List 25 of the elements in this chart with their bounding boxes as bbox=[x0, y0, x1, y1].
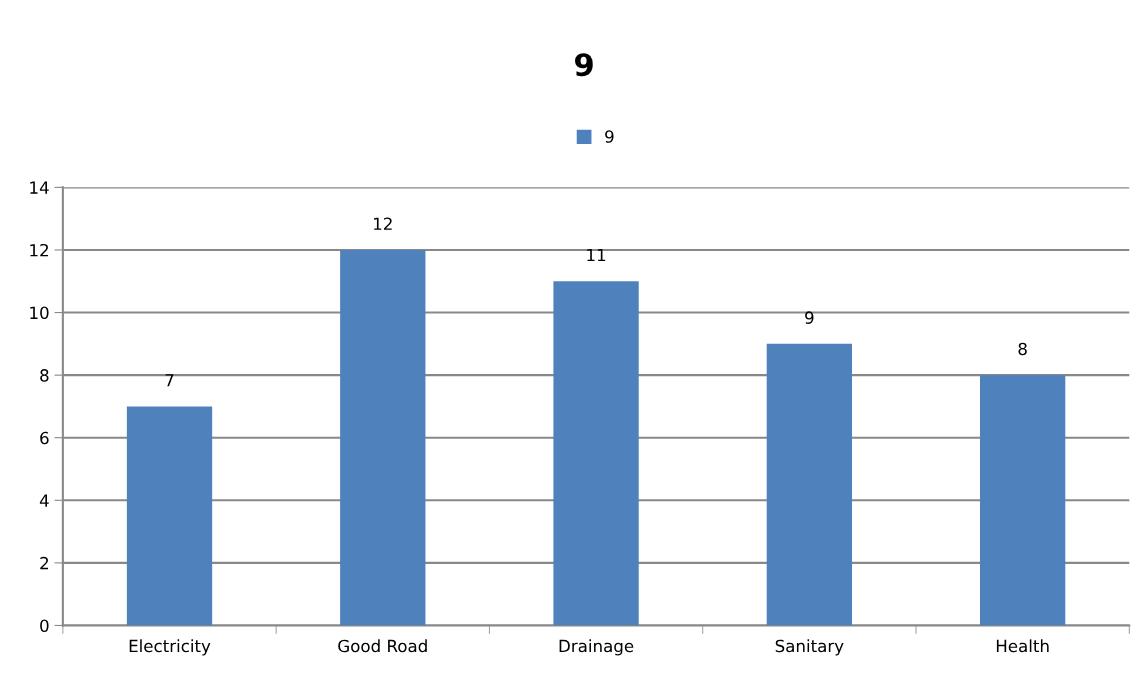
data-label: 9 bbox=[805, 311, 814, 324]
data-label: 12 bbox=[374, 217, 392, 230]
y-tick-label: 10 bbox=[30, 306, 49, 320]
bar bbox=[766, 343, 853, 626]
bar bbox=[553, 281, 639, 626]
y-tick-label: 0 bbox=[40, 619, 49, 633]
y-tick-label: 8 bbox=[40, 369, 49, 382]
y-tick-label: 2 bbox=[40, 556, 48, 570]
y-tick-label: 4 bbox=[39, 494, 49, 507]
data-label: 8 bbox=[1018, 342, 1027, 356]
x-tick-label: Health bbox=[996, 639, 1049, 653]
bar bbox=[126, 406, 213, 626]
x-tick-label: Drainage bbox=[559, 639, 634, 656]
bar bbox=[979, 375, 1066, 626]
chart-title: 9 bbox=[575, 53, 593, 77]
y-tick-label: 12 bbox=[30, 243, 48, 257]
data-label: 7 bbox=[165, 374, 174, 387]
legend-label: 9 bbox=[605, 130, 614, 143]
bar bbox=[340, 249, 426, 626]
data-label: 11 bbox=[587, 248, 606, 262]
y-tick-label: 14 bbox=[30, 181, 49, 194]
x-tick-label: Good Road bbox=[338, 639, 427, 653]
y-tick-label: 6 bbox=[40, 431, 49, 445]
x-tick-label: Sanitary bbox=[775, 639, 844, 656]
x-tick-label: Electricity bbox=[129, 639, 211, 656]
